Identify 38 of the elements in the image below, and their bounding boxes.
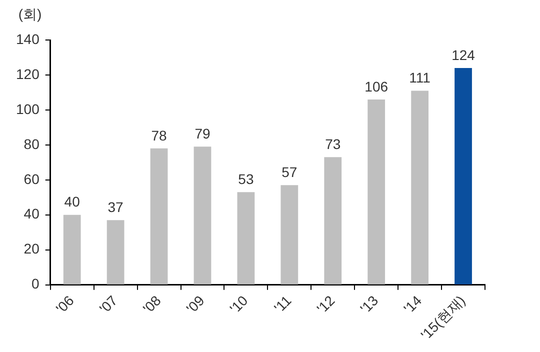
y-tick-label: 0 (32, 276, 40, 292)
bar (106, 220, 124, 284)
bar (150, 148, 168, 284)
y-tick-label: 40 (24, 206, 40, 222)
bar (411, 90, 428, 284)
y-tick-label: 100 (16, 100, 40, 117)
data-label: 40 (64, 194, 80, 210)
data-label: 106 (364, 78, 388, 94)
bar (194, 146, 212, 284)
y-tick-label: 60 (24, 170, 40, 187)
bar (280, 185, 298, 284)
data-label: 78 (151, 127, 168, 144)
x-tick-label: '08 (140, 292, 164, 317)
data-label: 37 (108, 198, 124, 215)
y-tick-label: 140 (16, 30, 40, 47)
x-tick-label: '14 (400, 292, 425, 317)
data-label: 57 (282, 164, 298, 180)
x-tick-label: '10 (226, 292, 251, 317)
bar (454, 68, 472, 284)
bar (63, 214, 81, 284)
data-label: 111 (409, 70, 431, 86)
data-label: 73 (325, 136, 341, 152)
data-label: 53 (238, 171, 254, 187)
bar (368, 99, 386, 284)
data-label: 79 (194, 126, 210, 142)
bar (237, 192, 255, 284)
x-tick-label: '07 (96, 292, 121, 317)
x-tick-label: '09 (183, 292, 208, 317)
y-tick-label: 80 (24, 136, 40, 152)
bar (324, 157, 342, 284)
data-label: 124 (452, 46, 476, 63)
y-tick-label: 20 (24, 240, 40, 257)
x-tick-label: '06 (52, 292, 78, 317)
x-tick-label: '12 (314, 292, 338, 317)
y-axis-title: (회) (18, 6, 42, 22)
y-tick-label: 120 (16, 66, 40, 82)
x-tick-label: '13 (356, 292, 382, 317)
x-tick-label: '11 (270, 292, 294, 316)
